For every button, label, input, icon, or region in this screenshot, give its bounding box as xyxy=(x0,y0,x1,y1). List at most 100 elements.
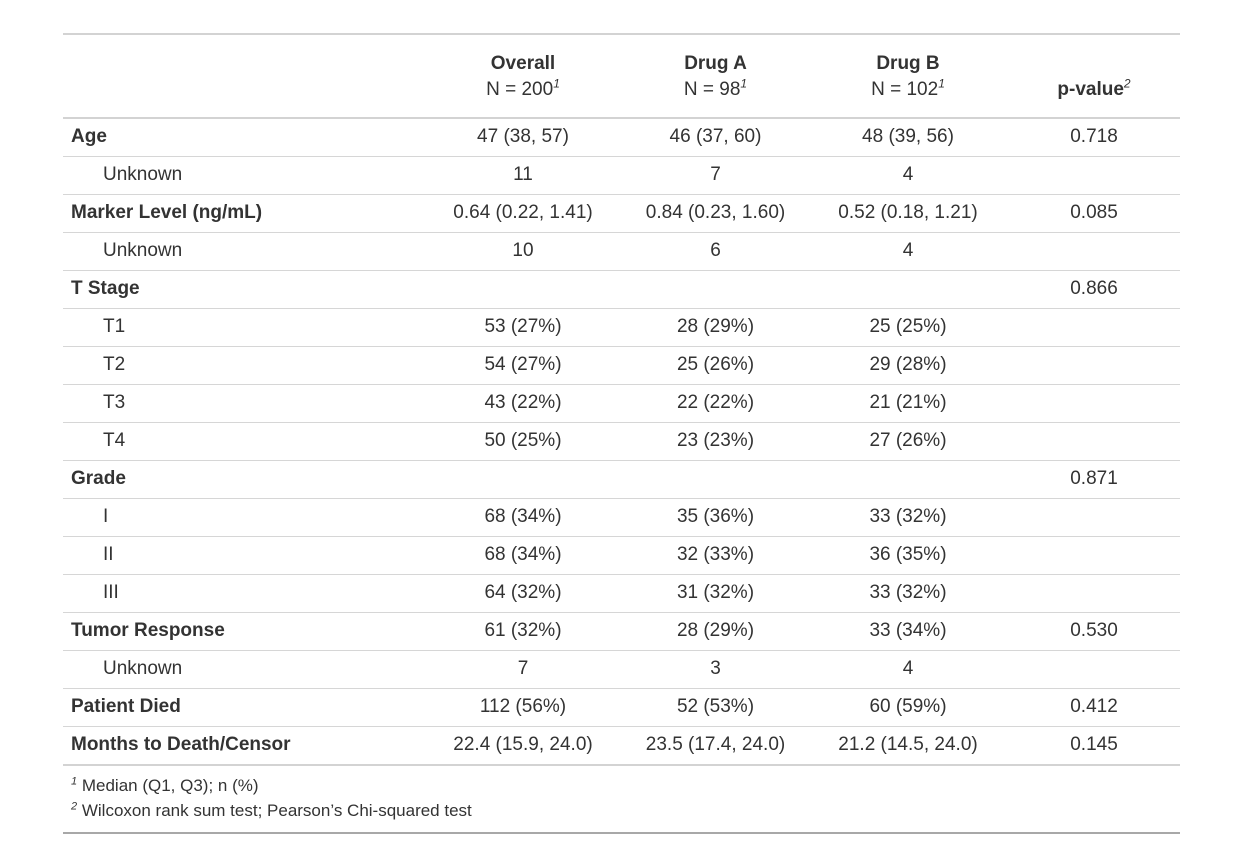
drug-b-cell: 33 (32%) xyxy=(808,498,1008,537)
table-row-marker-level: Marker Level (ng/mL) 0.64 (0.22, 1.41) 0… xyxy=(63,194,1180,233)
overall-cell: 54 (27%) xyxy=(423,346,623,385)
overall-column-header: Overall N = 2001 xyxy=(423,34,623,119)
drug-a-cell: 22 (22%) xyxy=(623,384,808,423)
p-value-cell: 0.718 xyxy=(1008,117,1180,157)
drug-b-cell: 21 (21%) xyxy=(808,384,1008,423)
drug-a-column-title: Drug A xyxy=(684,53,747,74)
drug-b-cell: 4 xyxy=(808,650,1008,689)
overall-cell: 64 (32%) xyxy=(423,574,623,613)
drug-b-cell: 4 xyxy=(808,232,1008,271)
overall-column-n: N = 2001 xyxy=(486,76,560,100)
overall-cell: 7 xyxy=(423,650,623,689)
p-value-cell xyxy=(1008,536,1180,575)
overall-cell: 68 (34%) xyxy=(423,498,623,537)
row-label-cell: T3 xyxy=(63,384,423,423)
row-label-cell: Age xyxy=(63,117,423,157)
drug-a-cell: 32 (33%) xyxy=(623,536,808,575)
p-value-cell xyxy=(1008,156,1180,195)
p-value-column-title: p-value xyxy=(1057,79,1124,100)
overall-cell: 47 (38, 57) xyxy=(423,117,623,157)
footnote-2: 2 Wilcoxon rank sum test; Pearson’s Chi-… xyxy=(71,798,1172,823)
row-label-cell: III xyxy=(63,574,423,613)
drug-a-column-n: N = 981 xyxy=(683,76,748,100)
overall-cell: 22.4 (15.9, 24.0) xyxy=(423,726,623,765)
drug-a-column-header: Drug A N = 981 xyxy=(623,34,808,119)
drug-b-column-n: N = 1021 xyxy=(871,76,945,100)
overall-cell xyxy=(423,270,623,309)
table-row-grade-3: III 64 (32%) 31 (32%) 33 (32%) xyxy=(63,574,1180,613)
overall-cell: 0.64 (0.22, 1.41) xyxy=(423,194,623,233)
table-row-t2: T2 54 (27%) 25 (26%) 29 (28%) xyxy=(63,346,1180,385)
p-value-cell xyxy=(1008,346,1180,385)
p-value-column-header: p-value2 xyxy=(1008,34,1180,119)
drug-a-cell: 0.84 (0.23, 1.60) xyxy=(623,194,808,233)
p-value-cell xyxy=(1008,232,1180,271)
p-value-cell: 0.145 xyxy=(1008,726,1180,765)
row-label-cell: Grade xyxy=(63,460,423,499)
drug-a-cell: 28 (29%) xyxy=(623,308,808,347)
drug-b-cell: 27 (26%) xyxy=(808,422,1008,461)
drug-b-cell: 21.2 (14.5, 24.0) xyxy=(808,726,1008,765)
p-value-cell: 0.530 xyxy=(1008,612,1180,651)
row-label-cell: Patient Died xyxy=(63,688,423,727)
drug-a-cell: 25 (26%) xyxy=(623,346,808,385)
drug-a-cell xyxy=(623,460,808,499)
table-row-t4: T4 50 (25%) 23 (23%) 27 (26%) xyxy=(63,422,1180,461)
overall-cell: 53 (27%) xyxy=(423,308,623,347)
drug-b-cell: 33 (32%) xyxy=(808,574,1008,613)
drug-a-cell: 3 xyxy=(623,650,808,689)
p-value-cell xyxy=(1008,574,1180,613)
footnote-text: Wilcoxon rank sum test; Pearson’s Chi-sq… xyxy=(81,801,472,820)
row-label-cell: T1 xyxy=(63,308,423,347)
p-value-cell: 0.871 xyxy=(1008,460,1180,499)
drug-b-cell: 25 (25%) xyxy=(808,308,1008,347)
row-label-cell: II xyxy=(63,536,423,575)
table-row-months-to-death-censor: Months to Death/Censor 22.4 (15.9, 24.0)… xyxy=(63,726,1180,765)
footnote-ref: 1 xyxy=(740,76,748,91)
row-label-cell: Unknown xyxy=(63,650,423,689)
summary-table: Overall N = 2001 Drug A N = 981 Drug B N… xyxy=(63,33,1180,834)
footnote-ref: 1 xyxy=(938,76,945,91)
drug-a-cell xyxy=(623,270,808,309)
table-row-grade-2: II 68 (34%) 32 (33%) 36 (35%) xyxy=(63,536,1180,575)
drug-a-cell: 46 (37, 60) xyxy=(623,117,808,157)
row-label-cell: Months to Death/Censor xyxy=(63,726,423,765)
p-value-cell: 0.866 xyxy=(1008,270,1180,309)
drug-a-cell: 35 (36%) xyxy=(623,498,808,537)
drug-a-cell: 23.5 (17.4, 24.0) xyxy=(623,726,808,765)
table-row-response-unknown: Unknown 7 3 4 xyxy=(63,650,1180,689)
drug-b-column-header: Drug B N = 1021 xyxy=(808,34,1008,119)
drug-b-cell: 0.52 (0.18, 1.21) xyxy=(808,194,1008,233)
header-row: Overall N = 2001 Drug A N = 981 Drug B N… xyxy=(63,34,1180,119)
table-row-tumor-response: Tumor Response 61 (32%) 28 (29%) 33 (34%… xyxy=(63,612,1180,651)
row-label-cell: Unknown xyxy=(63,156,423,195)
drug-b-cell: 33 (34%) xyxy=(808,612,1008,651)
footnote-marker: 1 xyxy=(71,775,78,788)
row-label-cell: T2 xyxy=(63,346,423,385)
footnote-1: 1 Median (Q1, Q3); n (%) xyxy=(71,773,1172,798)
row-label-cell: I xyxy=(63,498,423,537)
footnote-marker: 2 xyxy=(71,800,78,813)
footnote-ref: 1 xyxy=(553,76,560,91)
p-value-cell xyxy=(1008,498,1180,537)
table-row-age: Age 47 (38, 57) 46 (37, 60) 48 (39, 56) … xyxy=(63,117,1180,157)
row-label-cell: Unknown xyxy=(63,232,423,271)
drug-a-cell: 52 (53%) xyxy=(623,688,808,727)
table-row-t3: T3 43 (22%) 22 (22%) 21 (21%) xyxy=(63,384,1180,423)
drug-a-cell: 6 xyxy=(623,232,808,271)
drug-a-cell: 28 (29%) xyxy=(623,612,808,651)
drug-b-cell: 29 (28%) xyxy=(808,346,1008,385)
drug-b-cell xyxy=(808,460,1008,499)
p-value-cell: 0.412 xyxy=(1008,688,1180,727)
p-value-cell xyxy=(1008,650,1180,689)
overall-cell xyxy=(423,460,623,499)
drug-b-cell: 48 (39, 56) xyxy=(808,117,1008,157)
footnote-ref: 2 xyxy=(1123,76,1131,91)
overall-cell: 11 xyxy=(423,156,623,195)
footnotes-row: 1 Median (Q1, Q3); n (%) 2 Wilcoxon rank… xyxy=(63,764,1180,833)
drug-a-cell: 23 (23%) xyxy=(623,422,808,461)
overall-cell: 10 xyxy=(423,232,623,271)
overall-cell: 50 (25%) xyxy=(423,422,623,461)
footnotes-cell: 1 Median (Q1, Q3); n (%) 2 Wilcoxon rank… xyxy=(63,764,1180,833)
